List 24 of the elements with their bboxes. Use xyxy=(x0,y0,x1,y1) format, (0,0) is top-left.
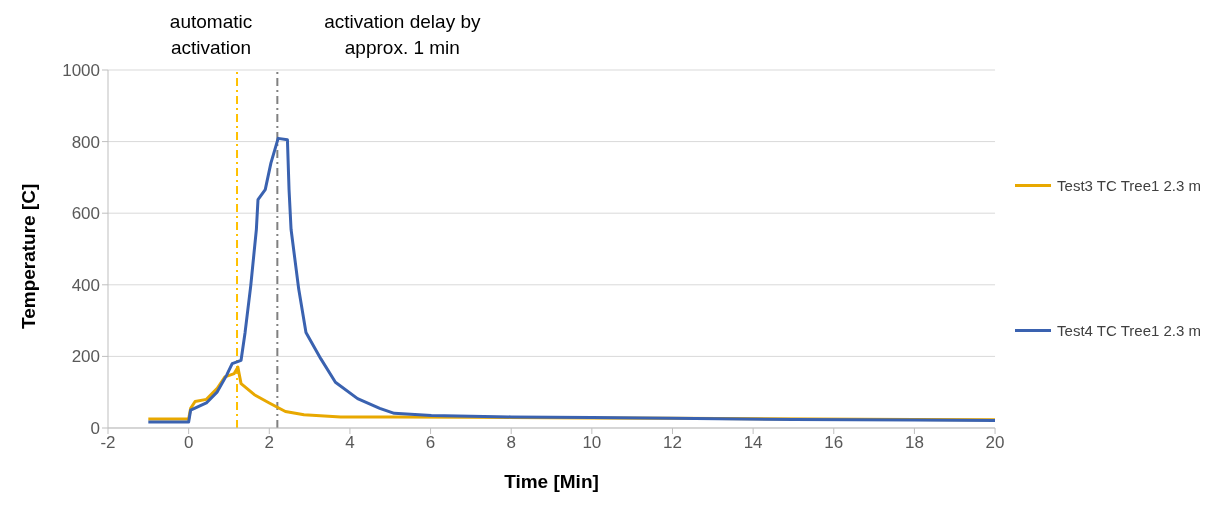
y-axis-title: Temperature [C] xyxy=(17,183,39,329)
x-tick-label: 18 xyxy=(904,433,924,453)
x-tick-label: 8 xyxy=(506,433,516,453)
x-tick-label: 14 xyxy=(743,433,763,453)
y-tick-label: 400 xyxy=(71,275,100,295)
x-tick-label: 16 xyxy=(824,433,844,453)
x-tick-label: 6 xyxy=(425,433,436,453)
ref-line-label: automatic activation xyxy=(169,11,253,58)
x-tick-label: 12 xyxy=(663,433,682,453)
legend-label: Test4 TC Tree1 2.3 m xyxy=(1057,322,1201,339)
y-tick-label: 1000 xyxy=(62,61,100,81)
x-tick-label: 10 xyxy=(582,433,602,453)
y-tick-label: 0 xyxy=(90,419,100,439)
legend-label: Test3 TC Tree1 2.3 m xyxy=(1057,177,1201,194)
x-axis-title: Time [Min] xyxy=(504,471,599,492)
x-tick-label: 20 xyxy=(985,433,1005,453)
ref-line-label: activation delay by approx. 1 min xyxy=(324,11,481,58)
x-tick-label: 2 xyxy=(264,433,275,453)
x-tick-label: 4 xyxy=(345,433,355,453)
y-tick-label: 800 xyxy=(71,132,100,152)
y-tick-label: 600 xyxy=(71,204,100,224)
y-tick-label: 200 xyxy=(71,347,100,367)
x-tick-label: 0 xyxy=(183,433,194,453)
x-tick-label: -2 xyxy=(100,433,116,453)
